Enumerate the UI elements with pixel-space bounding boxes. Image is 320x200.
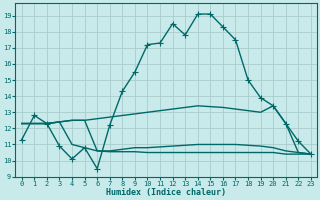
X-axis label: Humidex (Indice chaleur): Humidex (Indice chaleur) — [106, 188, 226, 197]
